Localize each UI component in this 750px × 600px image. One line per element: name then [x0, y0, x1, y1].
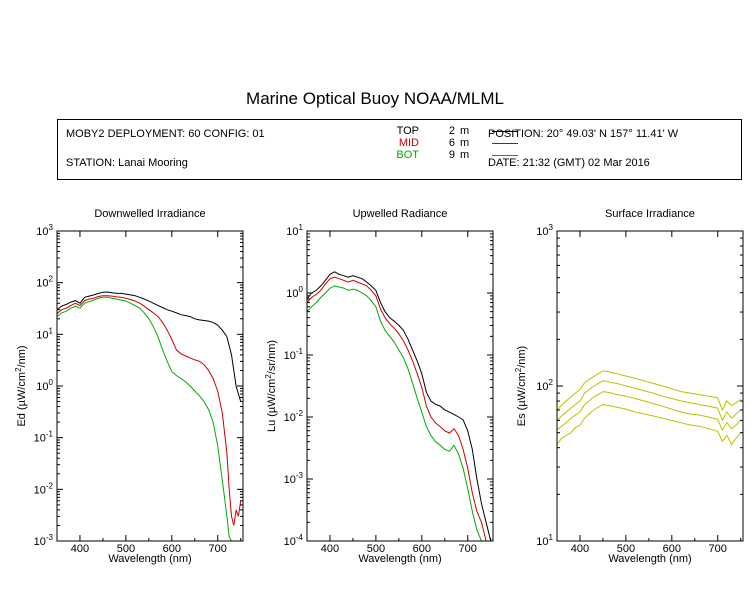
- legend-name: MID: [398, 137, 419, 149]
- x-tick-label: 600: [163, 543, 181, 555]
- legend-name: BOT: [396, 149, 419, 161]
- chart-panel-2: Upwelled Radiance Wavelength (nm) 400 500 60…: [264, 208, 494, 565]
- series-line-top: [307, 271, 492, 541]
- x-tick-label: 700: [459, 543, 477, 555]
- station-text: STATION: Lanai Mooring: [66, 157, 188, 169]
- panel-title: Upwelled Radiance: [353, 208, 448, 220]
- y-axis-label: Lu (µW/cm2/sr/nm): [264, 340, 278, 432]
- y-tick-label: 10-3: [34, 533, 54, 548]
- legend-depth: 2: [448, 125, 455, 137]
- deployment-text: MOBY2 DEPLOYMENT: 60 CONFIG: 01: [66, 128, 265, 140]
- y-tick-label: 100: [36, 378, 53, 393]
- series-line-mid: [57, 295, 242, 526]
- y-tick-label: 102: [536, 378, 553, 393]
- series-line-bot: [57, 296, 232, 541]
- y-tick-label: 103: [36, 223, 53, 238]
- y-tick-label: 101: [286, 223, 303, 238]
- y-tick-label: 10-2: [284, 409, 304, 424]
- x-axis-label: Wavelength (nm): [608, 553, 691, 565]
- legend-line: [492, 131, 518, 132]
- legend-name: TOP: [396, 125, 419, 137]
- info-box: MOBY2 DEPLOYMENT: 60 CONFIG: 01 STATION:…: [57, 119, 742, 180]
- x-tick-label: 700: [709, 543, 727, 555]
- chart-panel-1: Downwelled Irradiance Wavelength (nm) 400 5…: [14, 208, 244, 565]
- x-tick-label: 400: [321, 543, 339, 555]
- x-tick-label: 500: [367, 543, 385, 555]
- legend-unit: m: [460, 149, 470, 161]
- legend-depth: 9: [448, 149, 455, 161]
- x-tick-label: 700: [209, 543, 227, 555]
- x-axis-label: Wavelength (nm): [358, 553, 441, 565]
- y-tick-label: 10-3: [284, 471, 304, 486]
- panel-title: Surface Irradiance: [605, 208, 695, 220]
- legend-entry-top: TOP 2 m: [366, 125, 518, 137]
- plot-frame: [556, 230, 744, 542]
- chart-title: Marine Optical Buoy NOAA/MLML: [246, 89, 504, 108]
- chart-panel-3: Surface Irradiance Wavelength (nm) 400 500 6…: [514, 208, 744, 565]
- y-tick-label: 10-1: [34, 430, 54, 445]
- series-line-es-2: [557, 380, 742, 422]
- series-line-es-1: [557, 370, 741, 412]
- legend-line: [492, 143, 518, 144]
- legend-depth: 6: [448, 137, 455, 149]
- y-tick-label: 101: [536, 533, 553, 548]
- x-tick-label: 400: [71, 543, 89, 555]
- y-axis-label: Ed (µW/cm2/nm): [14, 345, 28, 426]
- y-axis-label: Es (µW/cm2/nm): [514, 346, 528, 426]
- position-text: POSITION: 20° 49.03' N 157° 11.41' W: [488, 128, 679, 140]
- series-line-bot: [307, 285, 487, 541]
- series-line-top: [57, 291, 242, 402]
- y-tick-label: 10-4: [284, 533, 304, 548]
- x-tick-label: 500: [617, 543, 635, 555]
- series-line-es-3: [557, 391, 742, 432]
- x-tick-label: 600: [413, 543, 431, 555]
- legend-unit: m: [460, 137, 470, 149]
- legend-line: [492, 155, 518, 156]
- y-tick-label: 103: [536, 223, 553, 238]
- panel-title: Downwelled Irradiance: [94, 208, 205, 220]
- series-line-es-4: [557, 403, 742, 446]
- series-line-mid: [307, 276, 491, 541]
- date-text: DATE: 21:32 (GMT) 02 Mar 2016: [488, 157, 650, 169]
- y-tick-label: 10-2: [34, 481, 54, 496]
- plot-frame: [56, 230, 244, 542]
- y-tick-label: 10-1: [284, 347, 304, 362]
- x-axis-label: Wavelength (nm): [108, 553, 191, 565]
- legend-unit: m: [460, 125, 470, 137]
- x-tick-label: 400: [571, 543, 589, 555]
- y-tick-label: 101: [36, 326, 53, 341]
- x-tick-label: 500: [117, 543, 135, 555]
- x-tick-label: 600: [663, 543, 681, 555]
- legend-entry-mid: MID 6 m: [366, 137, 518, 149]
- y-tick-label: 102: [36, 275, 53, 290]
- legend-entry-bot: BOT 9 m: [366, 149, 518, 161]
- plot-frame: [306, 230, 494, 542]
- y-tick-label: 100: [286, 285, 303, 300]
